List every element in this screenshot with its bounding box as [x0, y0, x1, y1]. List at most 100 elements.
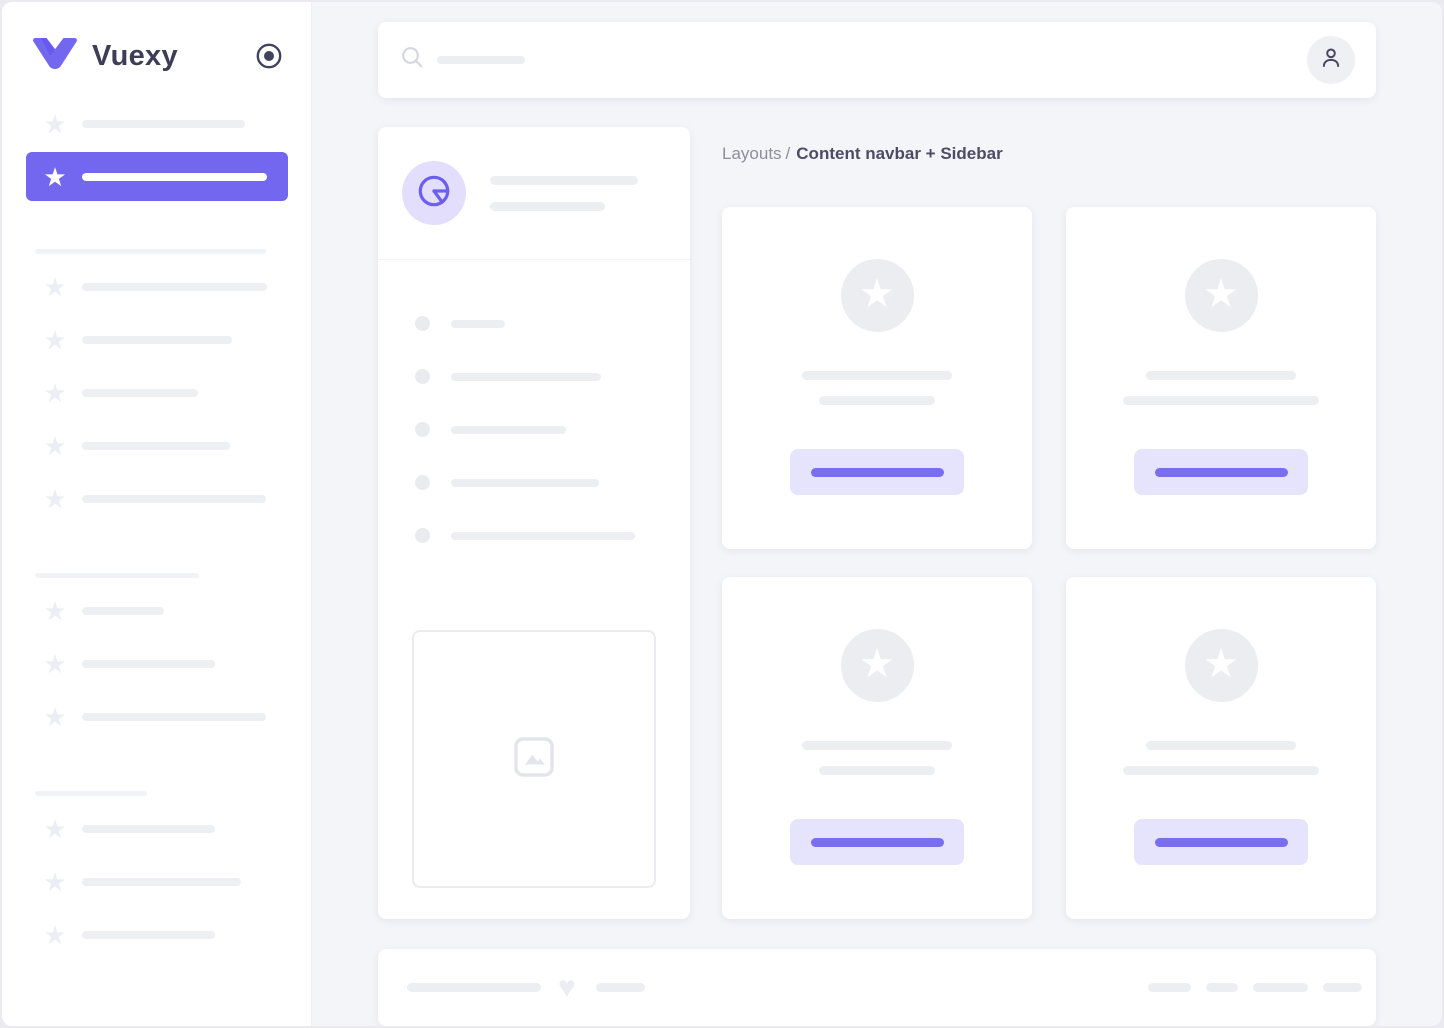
search-placeholder-bar — [437, 56, 525, 64]
star-icon-badge: ★ — [1184, 629, 1258, 702]
list-item — [415, 316, 690, 331]
star-icon: ★ — [43, 377, 67, 408]
card-title-skeleton — [802, 741, 952, 750]
heart-icon: ♥ — [558, 970, 576, 1004]
breadcrumb: Layouts / Content navbar + Sidebar — [722, 143, 1376, 165]
pie-chart-icon-badge — [402, 161, 466, 225]
list-item — [415, 528, 690, 543]
sidebar-item[interactable]: ★ — [2, 97, 311, 150]
vuexy-logo-icon — [32, 38, 78, 74]
button-label-skeleton — [1154, 467, 1288, 477]
star-icon: ★ — [43, 648, 67, 679]
list-item — [415, 475, 690, 490]
sidebar-header: Vuexy — [2, 2, 311, 74]
sidebar-item[interactable]: ★ — [2, 637, 311, 690]
sidebar-item-label-skeleton — [82, 119, 245, 128]
footer-skeleton-bar — [595, 983, 645, 992]
image-placeholder — [412, 630, 656, 888]
profile-detail-list — [415, 316, 690, 543]
main-area: Layouts / Content navbar + Sidebar ★ ★ ★ ★ ♥ — [312, 2, 1442, 1026]
footer-link-skeleton — [1253, 983, 1308, 992]
sidebar-item-label-skeleton — [82, 606, 164, 615]
brand-name: Vuexy — [92, 39, 178, 72]
sidebar-item-label-skeleton — [82, 659, 215, 668]
content-row: Layouts / Content navbar + Sidebar ★ ★ ★ ★ — [378, 127, 1376, 919]
top-navbar — [378, 22, 1376, 98]
feature-card: ★ — [1066, 577, 1376, 919]
list-item-skeleton — [451, 531, 635, 540]
sidebar-item[interactable]: ★ — [2, 366, 311, 419]
sidebar-item[interactable]: ★ — [2, 802, 311, 855]
search-input[interactable] — [401, 46, 525, 74]
star-icon: ★ — [859, 641, 895, 686]
star-icon-badge: ★ — [840, 259, 914, 332]
star-icon: ★ — [43, 866, 67, 897]
star-icon: ★ — [43, 595, 67, 626]
section-divider-skeleton — [35, 573, 199, 578]
breadcrumb-parent[interactable]: Layouts — [722, 144, 782, 163]
star-icon-badge: ★ — [1184, 259, 1258, 332]
sidebar-item[interactable]: ★ — [2, 584, 311, 637]
card-title-skeleton — [1146, 371, 1296, 380]
sidebar-item-label-skeleton — [82, 877, 241, 886]
sidebar-item[interactable]: ★ — [2, 908, 311, 961]
star-icon: ★ — [43, 919, 67, 950]
sidebar-item-label-skeleton — [82, 388, 198, 397]
sidebar-item[interactable]: ★ — [2, 260, 311, 313]
sidebar-item-label-skeleton — [82, 335, 232, 344]
star-icon: ★ — [43, 430, 67, 461]
card-action-button[interactable] — [790, 449, 964, 495]
header-title-skeleton — [490, 201, 605, 211]
footer-links-skeleton — [1148, 983, 1362, 992]
profile-card-divider — [378, 259, 690, 260]
card-title-skeleton — [1146, 741, 1296, 750]
sidebar-item[interactable]: ★ — [2, 419, 311, 472]
sidebar-item-label-skeleton — [82, 712, 266, 721]
right-column: Layouts / Content navbar + Sidebar ★ ★ ★ ★ — [722, 127, 1376, 919]
list-item-skeleton — [451, 319, 505, 328]
sidebar-item[interactable]: ★ — [2, 855, 311, 908]
footer-skeleton-bar — [407, 983, 541, 992]
button-label-skeleton — [1154, 837, 1288, 847]
sidebar-item-label-skeleton — [82, 172, 267, 181]
breadcrumb-separator: / — [785, 144, 791, 163]
footer-link-skeleton — [1148, 983, 1191, 992]
list-item-skeleton — [451, 478, 599, 487]
star-icon: ★ — [43, 813, 67, 844]
star-icon: ★ — [1203, 271, 1239, 316]
radio-circle-icon[interactable] — [255, 42, 283, 70]
sidebar-item[interactable]: ★ — [2, 472, 311, 525]
search-icon — [401, 46, 424, 74]
section-divider-skeleton — [35, 791, 147, 796]
card-grid: ★ ★ ★ ★ — [722, 207, 1376, 919]
sidebar-item[interactable]: ★ — [2, 313, 311, 366]
card-action-button[interactable] — [1134, 819, 1308, 865]
sidebar-item-active[interactable]: ★ — [26, 152, 288, 201]
feature-card: ★ — [722, 207, 1032, 549]
sidebar-menu: ★ ★ ★ ★ ★ ★ ★ ★ ★ ★ ★ ★ ★ — [2, 97, 311, 961]
button-label-skeleton — [810, 837, 944, 847]
profile-card — [378, 127, 690, 919]
star-icon: ★ — [43, 161, 67, 192]
card-action-button[interactable] — [1134, 449, 1308, 495]
star-icon: ★ — [43, 108, 67, 139]
card-action-button[interactable] — [790, 819, 964, 865]
card-title-skeleton — [802, 371, 952, 380]
profile-header-skeleton — [490, 175, 638, 211]
feature-card: ★ — [722, 577, 1032, 919]
feature-card: ★ — [1066, 207, 1376, 549]
image-icon — [513, 736, 555, 783]
section-divider-skeleton — [35, 249, 266, 254]
sidebar-item[interactable]: ★ — [2, 690, 311, 743]
list-item — [415, 422, 690, 437]
profile-card-header — [378, 127, 690, 259]
star-icon: ★ — [43, 483, 67, 514]
sidebar-item-label-skeleton — [82, 441, 230, 450]
star-icon-badge: ★ — [840, 629, 914, 702]
card-subtitle-skeleton — [819, 766, 935, 775]
pie-chart-icon — [416, 173, 452, 214]
star-icon: ★ — [859, 271, 895, 316]
user-avatar-button[interactable] — [1307, 36, 1355, 84]
